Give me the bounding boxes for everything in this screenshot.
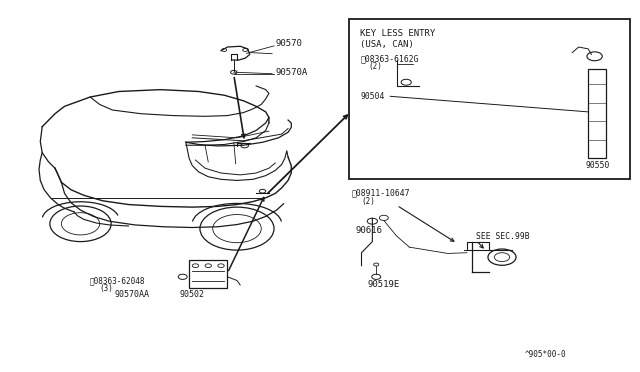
Text: 90502: 90502 [179, 290, 205, 299]
Bar [349, 19, 630, 179]
Text: 90570AA: 90570AA [115, 290, 149, 299]
Bar [588, 69, 606, 158]
Text: ⓝ08911-10647: ⓝ08911-10647 [352, 188, 410, 197]
Text: SEE SEC.99B: SEE SEC.99B [476, 232, 530, 241]
Text: 90570A: 90570A [275, 68, 308, 77]
Text: 90550: 90550 [585, 161, 609, 170]
Text: ^905*00-0: ^905*00-0 [524, 350, 566, 359]
Text: 90519E: 90519E [368, 280, 400, 289]
Text: (USA, CAN): (USA, CAN) [360, 40, 414, 49]
Text: Ⓝ08363-62048: Ⓝ08363-62048 [90, 276, 146, 285]
Text: (2): (2) [362, 197, 376, 206]
Text: 90504: 90504 [360, 92, 385, 101]
Text: Ⓝ08363-6162G: Ⓝ08363-6162G [360, 55, 419, 64]
Text: KEY LESS ENTRY: KEY LESS ENTRY [360, 29, 435, 38]
Bar [189, 260, 227, 288]
Text: 90570: 90570 [275, 39, 302, 48]
Text: (2): (2) [368, 62, 382, 71]
Text: 90616: 90616 [355, 226, 382, 235]
Text: (3): (3) [100, 283, 113, 292]
